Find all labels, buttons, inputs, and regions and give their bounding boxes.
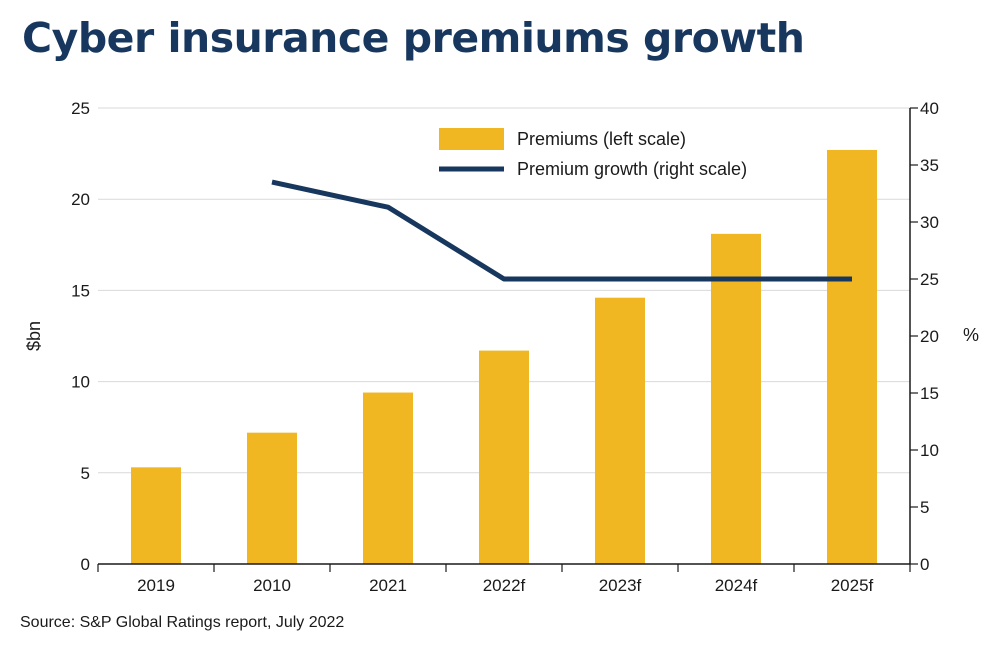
y-right-tick-label: 15 xyxy=(920,384,939,403)
x-tick-label: 2019 xyxy=(137,576,175,595)
y-right-tick-label: 25 xyxy=(920,270,939,289)
bar-series xyxy=(131,149,877,564)
x-tick-label: 2025f xyxy=(831,576,874,595)
x-tick-label: 2021 xyxy=(369,576,407,595)
y-right-tick-label: 30 xyxy=(920,213,939,232)
chart-title: Cyber insurance premiums growth xyxy=(22,14,805,62)
bar xyxy=(131,467,181,564)
growth-line xyxy=(271,179,852,282)
bar xyxy=(247,432,297,564)
y-left-tick-label: 20 xyxy=(71,190,90,209)
x-tick-label: 2024f xyxy=(715,576,758,595)
y-right-tick-label: 5 xyxy=(920,498,929,517)
axes: 0 5 10 15 20 25 0 5 10 15 20 25 30 35 40 2019 2010 2021 20… xyxy=(71,99,939,595)
x-tick-label: 2023f xyxy=(599,576,642,595)
y-left-tick-label: 0 xyxy=(81,555,90,574)
x-tick-label: 2022f xyxy=(483,576,526,595)
y-left-tick-label: 15 xyxy=(71,281,90,300)
y-left-tick-label: 25 xyxy=(71,99,90,118)
y-right-tick-label: 0 xyxy=(920,555,929,574)
legend-bar-label: Premiums (left scale) xyxy=(517,129,686,149)
bar xyxy=(595,297,645,564)
y-right-tick-label: 20 xyxy=(920,327,939,346)
y-axis-left-label: $bn xyxy=(24,321,44,351)
line-series xyxy=(271,179,853,282)
legend-line-label: Premium growth (right scale) xyxy=(517,159,747,179)
y-right-tick-label: 10 xyxy=(920,441,939,460)
bar xyxy=(711,233,761,564)
source-note: Source: S&P Global Ratings report, July … xyxy=(20,614,345,631)
y-right-tick-label: 35 xyxy=(920,156,939,175)
legend: Premiums (left scale) Premium growth (ri… xyxy=(439,128,747,179)
bar xyxy=(363,392,413,564)
legend-bar-swatch xyxy=(439,128,504,150)
y-left-tick-label: 10 xyxy=(71,373,90,392)
y-left-tick-label: 5 xyxy=(81,464,90,483)
y-axis-right-label: % xyxy=(963,325,979,345)
y-right-tick-label: 40 xyxy=(920,99,939,118)
bar xyxy=(827,149,877,564)
bar xyxy=(479,350,529,564)
x-tick-label: 2010 xyxy=(253,576,291,595)
